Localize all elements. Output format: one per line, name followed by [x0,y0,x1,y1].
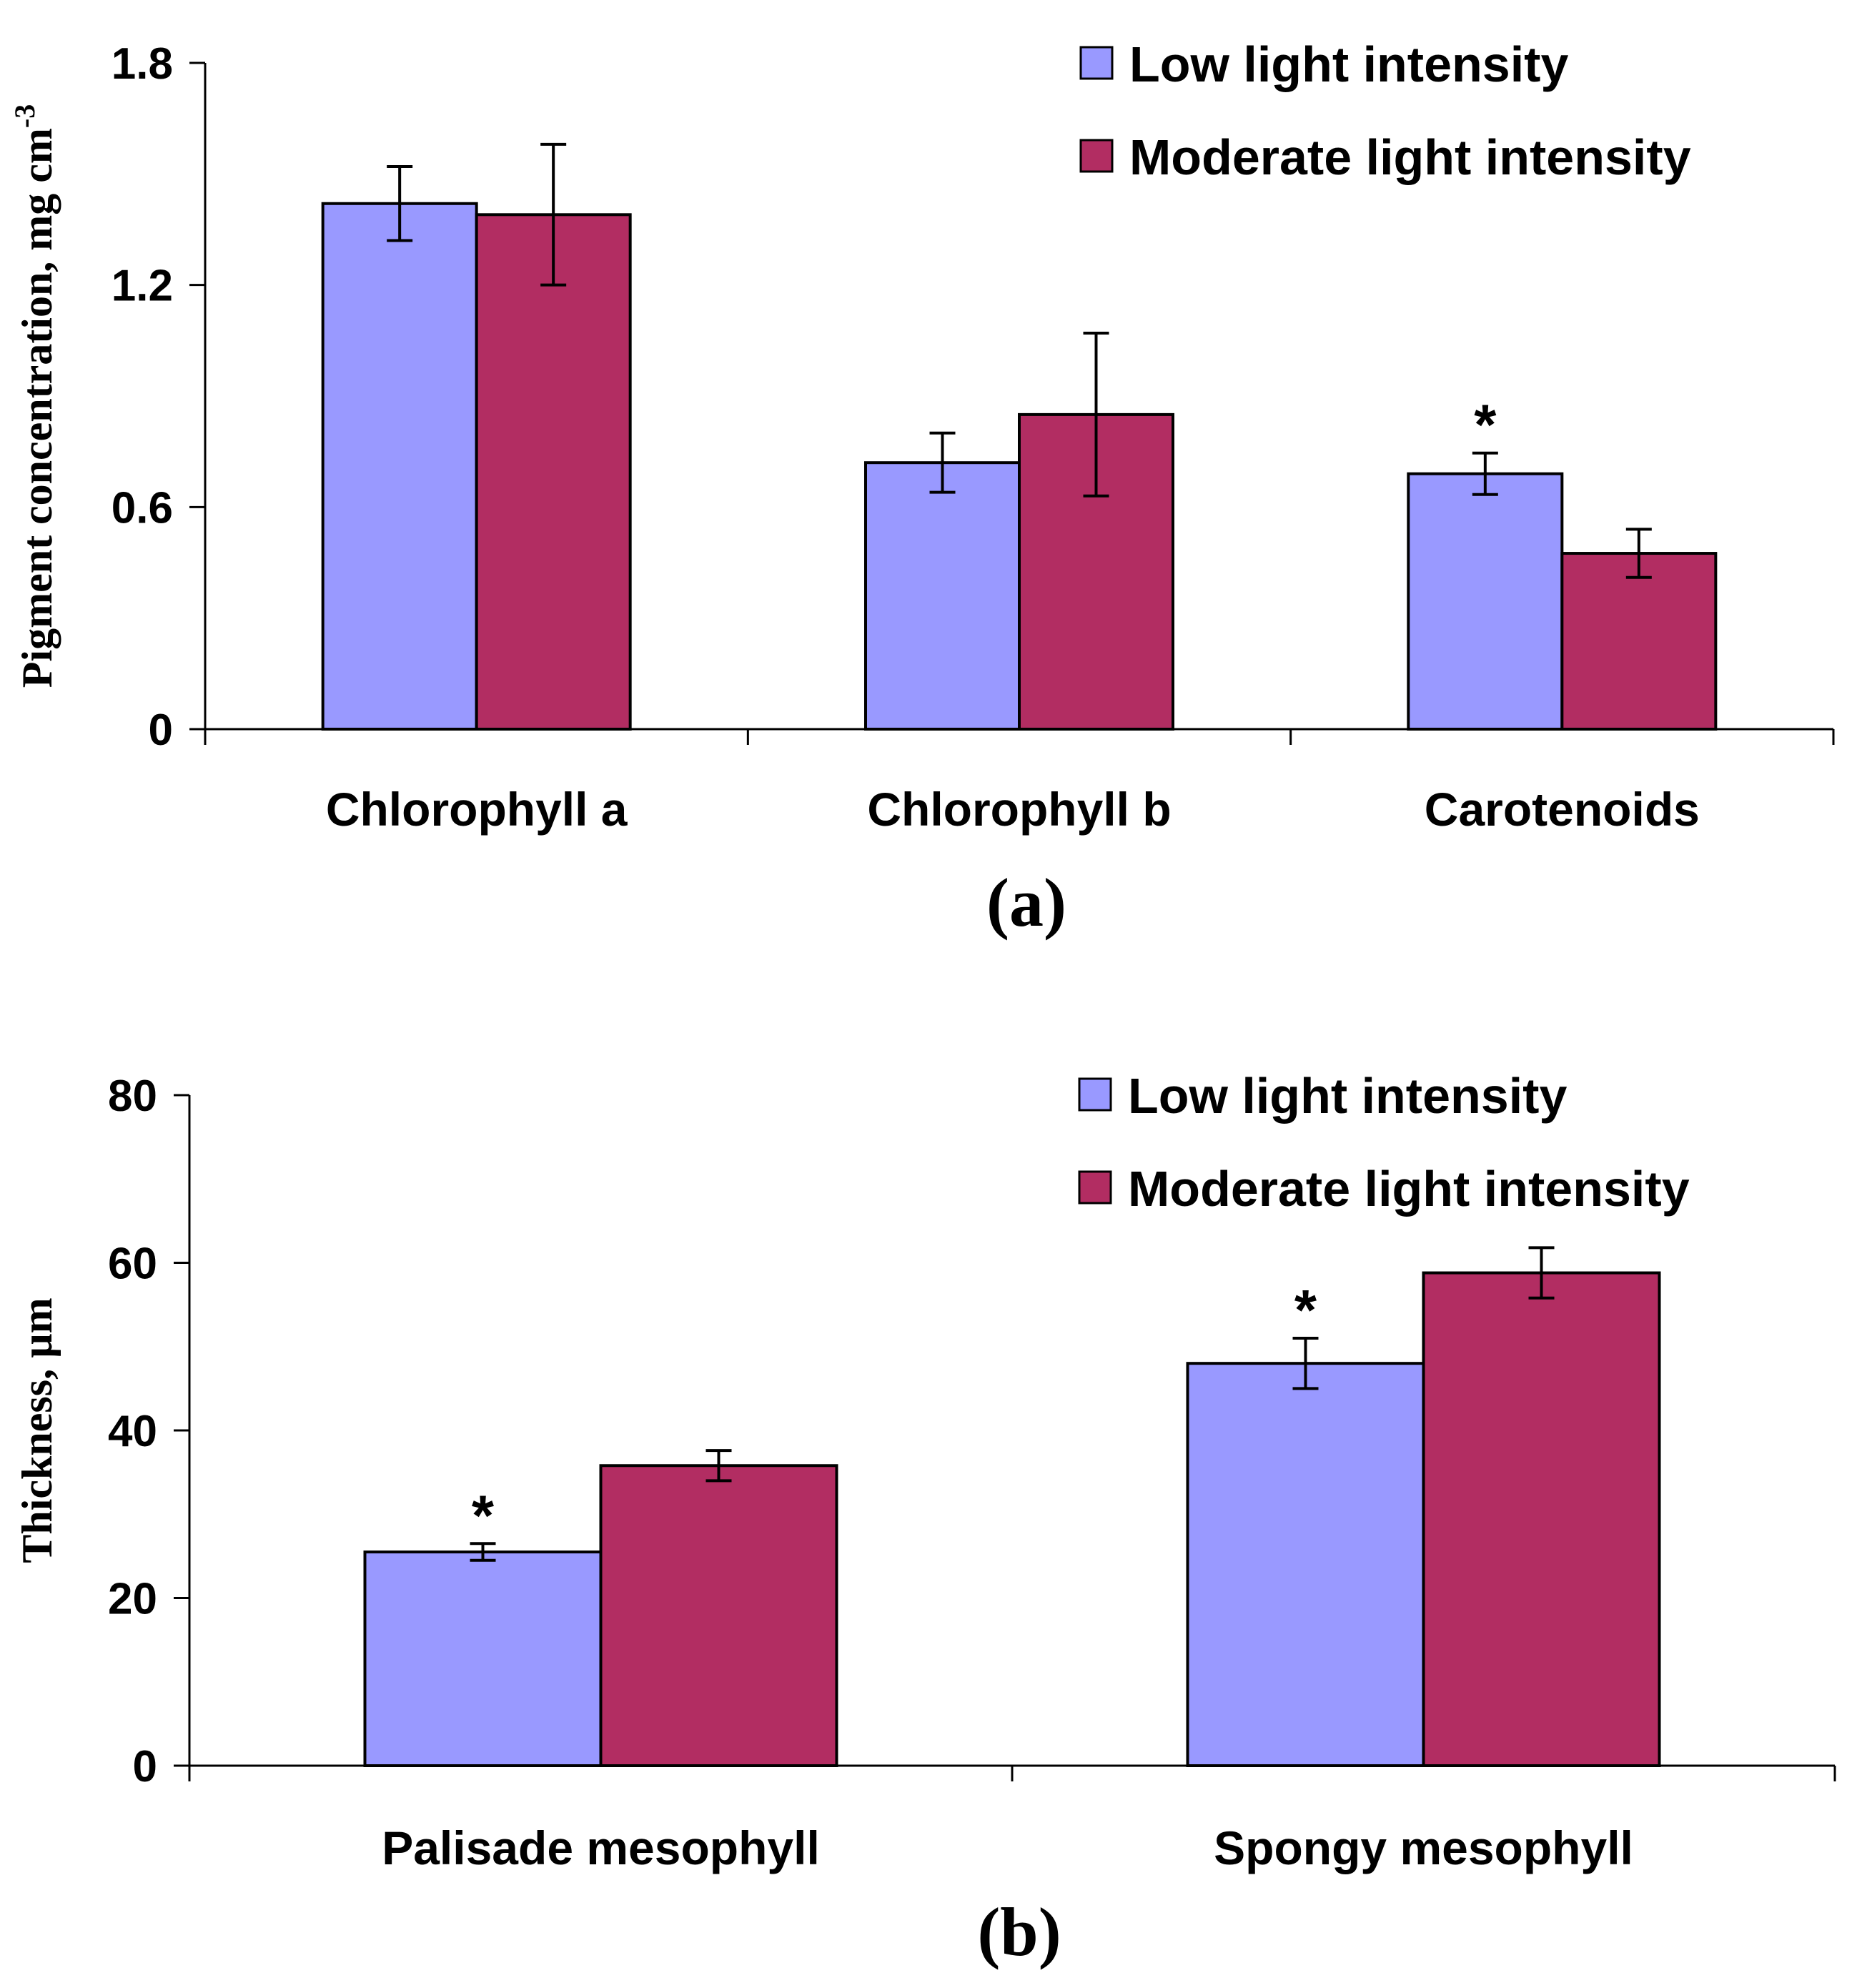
legend-swatch [1079,46,1114,80]
legend-swatch [1078,1077,1112,1112]
y-tick-label: 0.6 [112,483,173,533]
panel-label: (a) [986,864,1066,941]
y-tick-label: 1.2 [112,262,173,311]
significance-star: * [1474,393,1497,457]
category-label: Spongy mesophyll [1214,1821,1633,1874]
bar [1407,472,1564,731]
category-label: Palisade mesophyll [382,1821,820,1874]
bar [1422,1271,1661,1767]
bar [864,461,1021,731]
y-axis-label: Pigment concentration, mg cm-3 [9,104,61,688]
bar [363,1551,603,1767]
bar [1186,1362,1425,1767]
panel-label: (b) [977,1894,1061,1970]
y-axis-label: Thickness, µm [14,1297,61,1563]
legend-swatch [1079,139,1114,173]
bar [599,1464,838,1768]
y-tick-label: 20 [108,1575,157,1624]
bar [1560,552,1718,731]
significance-star: * [472,1483,495,1547]
y-axis-label-superscript: -3 [9,104,41,128]
significance-star: * [1294,1278,1317,1342]
y-tick-label: 0 [149,706,173,755]
legend-label: Low light intensity [1128,1068,1567,1124]
category-label: Chlorophyll b [867,783,1171,836]
chart-panel-a: 0 0.6 1.2 1.8 Chlorophyll a Chlorophyll b * Car… [9,36,1835,941]
legend-label: Low light intensity [1129,36,1568,92]
bar [475,213,632,731]
y-tick-label: 0 [133,1742,157,1791]
legend-label: Moderate light intensity [1129,129,1691,185]
category-label: Carotenoids [1425,783,1700,836]
y-axis-label-text: Thickness, µm [14,1297,61,1563]
y-tick-label: 1.8 [112,39,173,89]
bar [321,202,478,731]
legend-swatch [1078,1170,1112,1205]
legend-label: Moderate light intensity [1128,1161,1690,1217]
y-axis-label-text: Pigment concentration, mg cm [14,128,61,688]
category-label: Chlorophyll a [326,783,628,836]
chart-panel-b: 0 20 40 60 80 * Palisade mesophyll * Spongy meso… [14,1068,1836,1970]
y-tick-label: 80 [108,1072,157,1121]
y-tick-label: 40 [108,1407,157,1456]
y-tick-label: 60 [108,1240,157,1289]
